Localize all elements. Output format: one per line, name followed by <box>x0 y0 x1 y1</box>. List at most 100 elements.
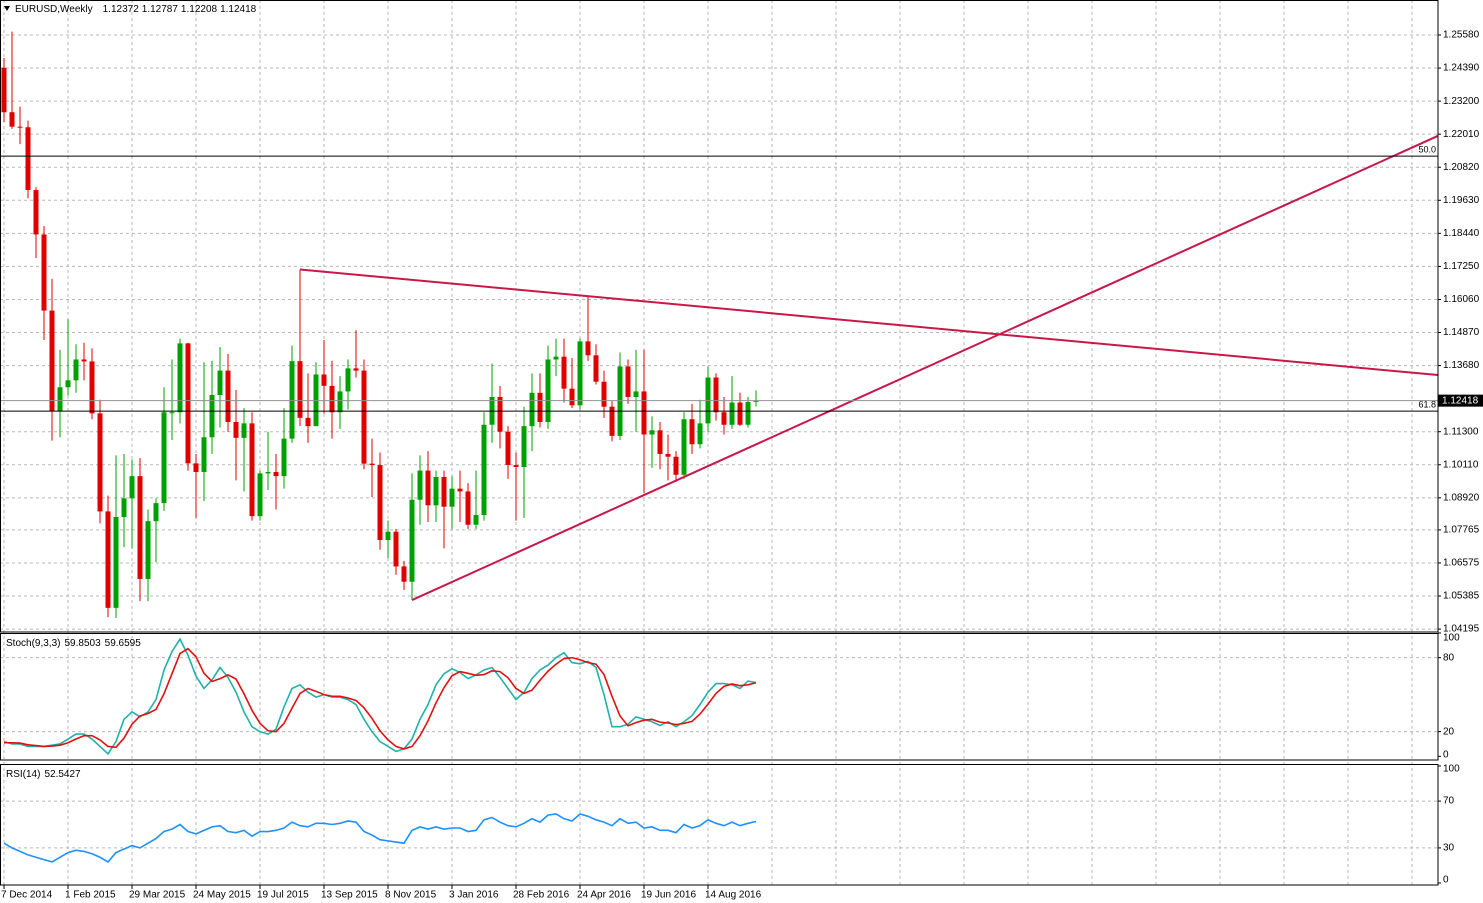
x-tick-label: 1 Feb 2015 <box>65 890 116 901</box>
overlay-layer: 7 Dec 2014 1 Feb 2015 29 Mar 2015 24 May 20… <box>0 4 1483 901</box>
candle-body <box>409 499 415 582</box>
candle-body <box>329 385 335 413</box>
candle-body <box>377 465 383 541</box>
candle-body <box>321 374 327 386</box>
candle-body <box>161 412 167 504</box>
candle-body <box>673 456 679 475</box>
candle-body <box>369 463 375 466</box>
y-tick-label: 1.14870 <box>1443 327 1480 338</box>
candle-body <box>121 498 127 517</box>
y-tick-label: 1.19630 <box>1443 195 1480 206</box>
candle-body <box>89 361 95 414</box>
candle-body <box>721 412 727 425</box>
symbol-menu-arrow[interactable] <box>4 6 10 11</box>
x-tick-label: 28 Feb 2016 <box>513 890 570 901</box>
candle-body <box>753 400 759 402</box>
candle-body <box>457 488 463 492</box>
candle-body <box>681 419 687 475</box>
candle-body <box>609 406 615 436</box>
x-tick-label: 13 Sep 2015 <box>321 890 378 901</box>
y-tick-label: 1.18440 <box>1443 228 1480 239</box>
candle-body <box>537 392 543 422</box>
candle-body <box>425 470 431 506</box>
y-tick-label: 1.07765 <box>1443 525 1480 536</box>
candle-body <box>689 419 695 445</box>
candle-body <box>33 190 39 235</box>
candle-body <box>9 112 15 127</box>
y-tick-label: 1.11300 <box>1443 426 1479 437</box>
ohlc-value: 1.12372 <box>103 4 140 15</box>
candle-body <box>281 438 287 477</box>
candle-body <box>113 516 119 608</box>
candle-body <box>233 421 239 438</box>
candle-body <box>553 356 559 360</box>
y-tick-label: 100 <box>1443 764 1460 775</box>
x-tick-label: 24 Apr 2016 <box>577 890 631 901</box>
candle-body <box>529 392 535 427</box>
main-plot <box>1 31 1438 618</box>
candle-body <box>449 488 455 507</box>
y-tick-label: 1.25580 <box>1443 30 1480 41</box>
candle-body <box>289 361 295 439</box>
y-tick-label: 1.05385 <box>1443 591 1480 602</box>
candle-body <box>569 388 575 406</box>
candle-body <box>193 463 199 472</box>
candle-body <box>81 359 87 362</box>
candle-body <box>297 361 303 418</box>
x-tick-label: 3 Jan 2016 <box>449 890 499 901</box>
chart-title: EURUSD,Weekly <box>15 4 93 15</box>
candle-body <box>217 370 223 396</box>
indicator-text: 59.6595 <box>105 638 142 649</box>
candle-body <box>593 355 599 382</box>
y-tick-label: 100 <box>1443 633 1460 644</box>
indicator-label: RSI(14) 52.5427 <box>6 769 81 780</box>
candle-body <box>513 465 519 467</box>
candle-body <box>25 127 31 191</box>
candle-body <box>73 359 79 381</box>
candle-body <box>225 370 231 422</box>
y-tick-label: 1.24390 <box>1443 63 1480 74</box>
y-tick-label: 1.23200 <box>1443 96 1480 107</box>
candle-body <box>177 343 183 413</box>
x-tick-label: 8 Nov 2015 <box>385 890 437 901</box>
x-tick-label: 14 Aug 2016 <box>705 890 762 901</box>
y-tick-label: 1.13680 <box>1443 360 1480 371</box>
candle-body <box>713 377 719 413</box>
y-tick-label: 80 <box>1443 652 1455 663</box>
candle-body <box>41 234 47 311</box>
indicator-text: RSI(14) <box>6 769 40 780</box>
candle-body <box>153 503 159 522</box>
indicator-line <box>4 647 757 750</box>
candle-body <box>473 515 479 525</box>
candle-body <box>745 401 751 425</box>
candle-body <box>169 412 175 414</box>
candle-body <box>105 511 111 608</box>
candle-body <box>1 67 7 113</box>
candle-body <box>481 424 487 516</box>
x-tick-label: 24 May 2015 <box>193 890 251 901</box>
trendline <box>411 134 1438 601</box>
fibo-level-label: 50.0 <box>1418 144 1436 154</box>
y-tick-label: 1.08920 <box>1443 492 1480 503</box>
candle-body <box>209 395 215 438</box>
x-tick-label: 7 Dec 2014 <box>1 890 53 901</box>
y-tick-label: 1.16060 <box>1443 294 1480 305</box>
candle-body <box>337 391 343 413</box>
candle-body <box>305 417 311 427</box>
candle-body <box>561 356 567 389</box>
x-tick-label: 19 Jun 2016 <box>641 890 696 901</box>
candle-body <box>17 126 23 128</box>
candle-body <box>497 396 503 432</box>
y-tick-label: 1.17250 <box>1443 261 1480 272</box>
candle-body <box>617 366 623 436</box>
y-tick-label: 20 <box>1443 726 1455 737</box>
candle-body <box>729 402 735 425</box>
x-tick-label: 19 Jul 2015 <box>257 890 309 901</box>
candle-body <box>65 380 71 388</box>
y-tick-label: 30 <box>1443 843 1455 854</box>
rsi-panel-frame <box>0 764 1439 886</box>
candle-body <box>145 521 151 579</box>
candle-body <box>401 566 407 582</box>
candle-body <box>441 476 447 507</box>
